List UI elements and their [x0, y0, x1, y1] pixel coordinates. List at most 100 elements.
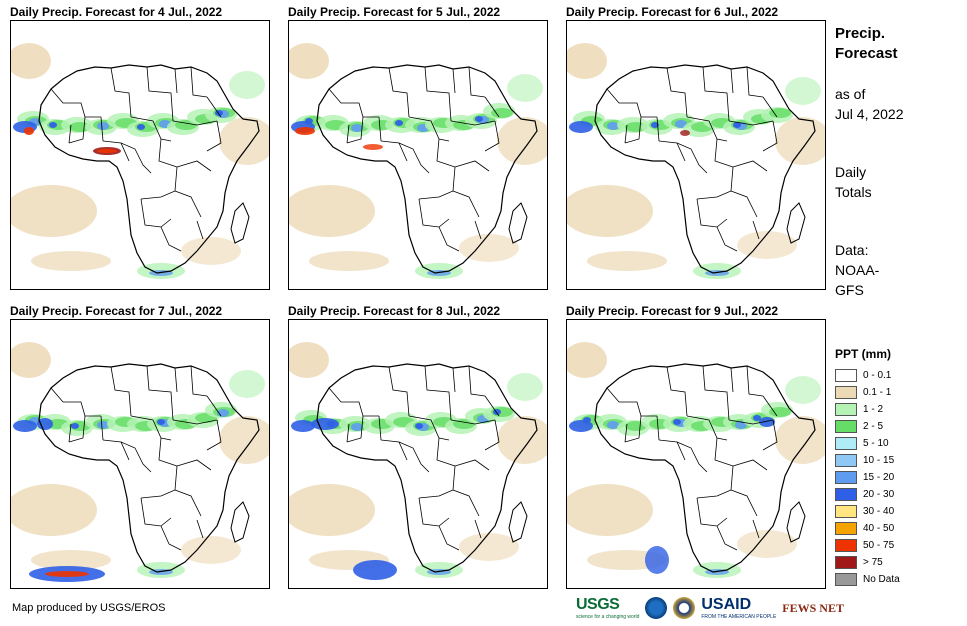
country-border [388, 366, 410, 417]
legend-item: 50 - 75 [835, 537, 900, 554]
precip-area [737, 231, 797, 259]
legend-swatch [835, 488, 857, 501]
country-border [346, 116, 364, 144]
precip-area [753, 415, 761, 421]
country-border [728, 120, 774, 126]
country-border [656, 415, 660, 441]
country-border [730, 68, 734, 94]
precip-area [507, 74, 543, 102]
country-border [762, 96, 778, 118]
country-border [346, 124, 350, 144]
fews-net-logo-text: FEWS NET [782, 600, 844, 615]
country-border [732, 459, 768, 471]
precip-area [353, 560, 397, 580]
precip-area [491, 108, 513, 118]
precip-area [71, 423, 79, 429]
precip-map [288, 20, 548, 290]
precip-map [10, 20, 270, 290]
as-of-line: Jul 4, 2022 [835, 106, 904, 122]
precip-map [288, 319, 548, 589]
precip-area [733, 122, 741, 128]
legend-item: 0 - 0.1 [835, 367, 900, 384]
precip-area [459, 533, 519, 561]
panel-title: Daily Precip. Forecast for 6 Jul., 2022 [566, 5, 779, 19]
country-border [190, 365, 208, 397]
country-border [196, 220, 204, 240]
legend-item: 40 - 50 [835, 520, 900, 537]
precip-area [181, 237, 241, 265]
legend-swatch [835, 403, 857, 416]
precip-area [785, 77, 821, 105]
precip-area [735, 421, 747, 429]
precip-area [769, 407, 791, 417]
madagascar-outline [230, 501, 250, 543]
precip-area [607, 122, 619, 130]
precip-area [181, 536, 241, 564]
precip-area [567, 484, 653, 536]
precip-area [295, 127, 315, 135]
country-border [102, 439, 130, 461]
country-border [418, 166, 456, 200]
legend-item: > 75 [835, 554, 900, 571]
country-border [160, 226, 182, 252]
country-border [624, 124, 628, 144]
precip-area [289, 185, 375, 237]
legend-label: 40 - 50 [863, 523, 895, 534]
panel-title: Daily Precip. Forecast for 4 Jul., 2022 [10, 5, 223, 19]
legend-item: 10 - 15 [835, 452, 900, 469]
country-border [686, 415, 728, 441]
country-border [452, 367, 456, 393]
country-border [436, 138, 456, 168]
precip-area [507, 373, 543, 401]
legend: 0 - 0.1 0.1 - 1 1 - 2 2 - 5 5 - 10 10 - 15 15 … [835, 367, 900, 588]
panel-title: Daily Precip. Forecast for 5 Jul., 2022 [288, 5, 501, 19]
legend-swatch [835, 539, 857, 552]
precip-map [566, 20, 826, 290]
legend-item: 30 - 40 [835, 503, 900, 520]
country-border [474, 220, 482, 240]
country-border [730, 489, 758, 517]
legend-swatch [835, 454, 857, 467]
legend-swatch [835, 522, 857, 535]
country-border [174, 367, 178, 393]
precip-area [680, 130, 690, 136]
country-border [606, 88, 657, 118]
africa-map [289, 43, 547, 279]
country-border [696, 198, 728, 228]
precip-map [566, 319, 826, 589]
country-border [206, 120, 222, 152]
country-border [762, 120, 778, 152]
country-border [130, 415, 172, 441]
country-border [146, 66, 174, 122]
country-border [68, 423, 72, 443]
precip-area [415, 423, 423, 429]
map-panel: Daily Precip. Forecast for 7 Jul., 2022 [10, 303, 270, 593]
country-border [436, 437, 456, 467]
usgs-tagline: science for a changing world [576, 614, 640, 620]
precip-area [219, 416, 269, 464]
totals-line: Daily [835, 164, 867, 180]
precip-area [567, 342, 607, 378]
precip-area [311, 418, 339, 430]
country-border [146, 365, 174, 421]
country-border [438, 525, 460, 551]
side-title-line: Forecast [835, 45, 898, 62]
country-border [454, 459, 490, 471]
as-of-date: as of Jul 4, 2022 [835, 84, 904, 124]
precip-area [97, 122, 109, 130]
country-border [176, 459, 212, 471]
country-border [174, 68, 178, 94]
panel-title: Daily Precip. Forecast for 9 Jul., 2022 [566, 304, 779, 318]
country-border [728, 419, 774, 425]
legend-label: 20 - 30 [863, 489, 895, 500]
precip-area [363, 144, 383, 150]
precip-area [395, 120, 403, 126]
precip-area [459, 234, 519, 262]
madagascar-outline [230, 202, 250, 244]
precip-area [11, 342, 51, 378]
precip-area [569, 420, 593, 432]
madagascar-outline [508, 501, 528, 543]
legend-label: 5 - 10 [863, 438, 889, 449]
country-border [190, 66, 208, 98]
madagascar-outline [786, 202, 806, 244]
